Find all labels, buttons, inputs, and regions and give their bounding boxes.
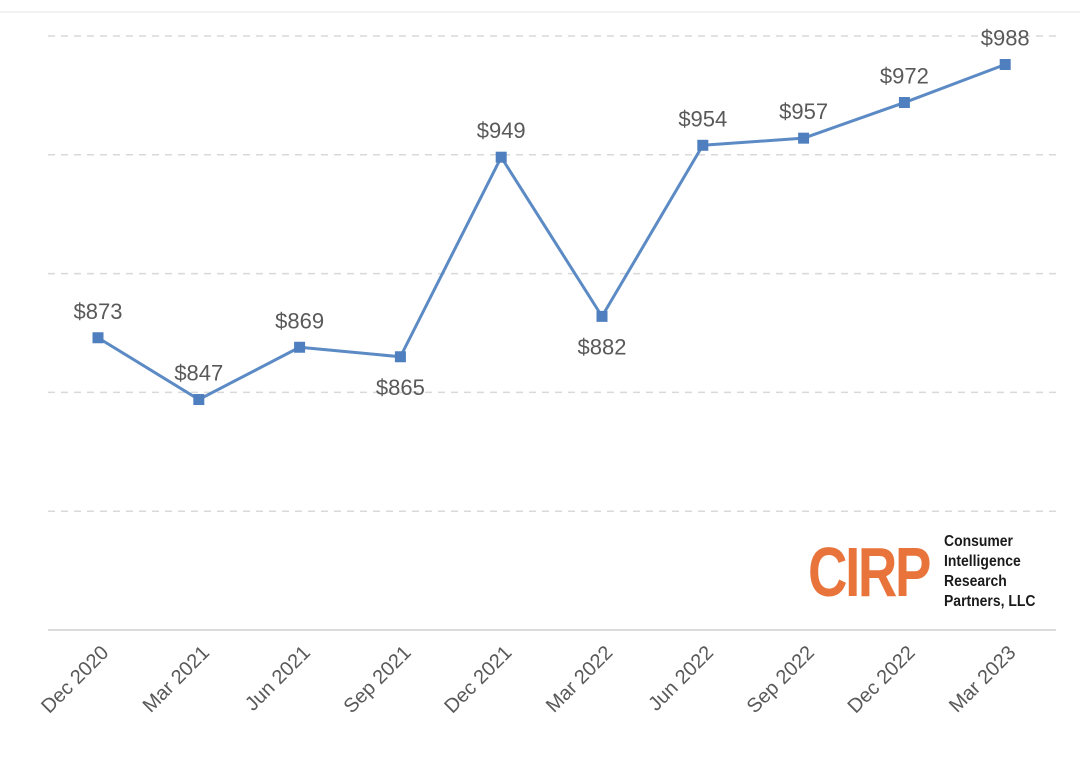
x-tick-label: Mar 2022 — [542, 642, 617, 717]
logo-mark: CIRP — [808, 533, 931, 611]
data-label: $865 — [376, 375, 425, 400]
data-point-marker — [697, 139, 709, 151]
logo-line: Partners, LLC — [944, 593, 1036, 610]
logo-line: Consumer — [944, 533, 1013, 550]
logo-line: Research — [944, 573, 1007, 590]
data-point-marker — [798, 132, 810, 144]
data-label: $847 — [174, 361, 223, 386]
logo-company-name: Consumer Intelligence Research Partners,… — [944, 532, 1035, 612]
series — [92, 59, 1011, 406]
data-label: $949 — [477, 118, 526, 143]
data-label: $957 — [779, 99, 828, 124]
data-point-marker — [596, 310, 608, 322]
x-tick-label: Mar 2023 — [945, 642, 1020, 717]
data-point-marker — [999, 59, 1011, 71]
data-label: $954 — [678, 106, 727, 131]
x-tick-label: Sep 2022 — [743, 642, 819, 718]
data-point-marker — [495, 151, 507, 163]
x-tick-label: Mar 2021 — [139, 642, 214, 717]
data-point-marker — [394, 351, 406, 363]
data-point-marker — [193, 394, 205, 406]
data-point-marker — [92, 332, 104, 344]
data-labels: $873 $847 $869 $865 $949 $882 $954 $957 $972 $988 — [74, 26, 1030, 400]
cirp-logo: CIRP Consumer Intelligence Research Part… — [808, 528, 1058, 618]
x-tick-label: Sep 2021 — [340, 642, 416, 718]
data-label: $873 — [74, 299, 123, 324]
x-tick-label: Dec 2020 — [37, 642, 113, 718]
data-point-marker — [898, 97, 910, 109]
data-label: $869 — [275, 308, 324, 333]
x-tick-label: Jun 2022 — [644, 642, 718, 716]
x-tick-label: Jun 2021 — [241, 642, 315, 716]
series-line — [97, 63, 1006, 402]
data-point-marker — [294, 341, 306, 353]
data-label: $988 — [981, 26, 1030, 51]
logo-line: Intelligence — [944, 553, 1021, 570]
data-label: $972 — [880, 64, 929, 89]
x-axis-tick-labels: Dec 2020 Mar 2021 Jun 2021 Sep 2021 Dec 2021… — [37, 642, 1020, 718]
x-tick-label: Dec 2021 — [440, 642, 516, 718]
x-tick-label: Dec 2022 — [844, 642, 920, 718]
data-label: $882 — [578, 334, 627, 359]
